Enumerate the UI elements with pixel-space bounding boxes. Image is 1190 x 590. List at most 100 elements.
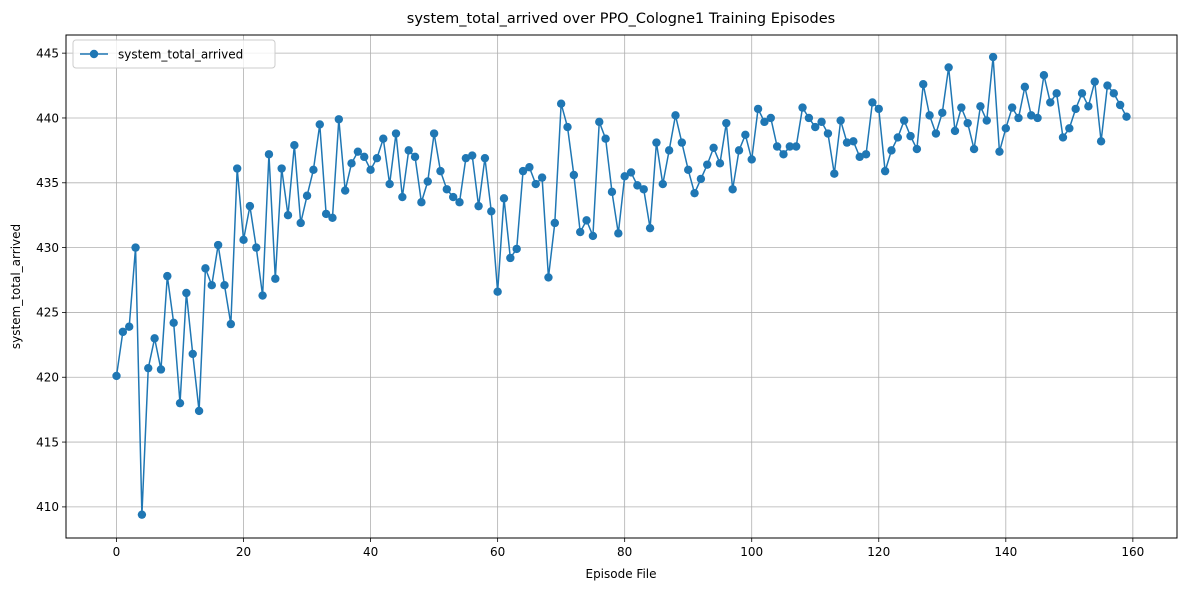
data-point bbox=[817, 117, 826, 127]
x-axis-label: Episode File bbox=[585, 567, 656, 581]
data-point bbox=[550, 218, 559, 228]
data-point bbox=[1058, 133, 1068, 142]
data-point bbox=[207, 281, 216, 290]
data-point bbox=[1007, 103, 1017, 112]
data-point bbox=[690, 188, 699, 198]
data-point bbox=[175, 398, 185, 408]
data-point bbox=[512, 244, 521, 254]
data-point bbox=[328, 213, 337, 222]
data-point bbox=[404, 146, 413, 155]
data-point bbox=[969, 144, 979, 154]
data-point bbox=[423, 177, 432, 186]
data-point bbox=[804, 113, 814, 123]
data-point bbox=[372, 153, 382, 163]
data-point bbox=[874, 104, 883, 114]
data-point bbox=[163, 271, 172, 281]
data-point bbox=[277, 164, 286, 173]
data-point bbox=[709, 143, 718, 152]
data-point bbox=[302, 191, 312, 200]
data-point bbox=[226, 319, 236, 329]
data-point bbox=[385, 179, 394, 189]
data-point bbox=[728, 185, 737, 194]
data-point bbox=[696, 174, 706, 184]
data-point bbox=[201, 264, 210, 273]
data-point bbox=[938, 108, 947, 117]
data-point bbox=[588, 231, 598, 241]
data-point bbox=[150, 334, 159, 343]
y-axis-ticks: 410 415 420 425 430 435 440 445 bbox=[36, 46, 66, 514]
data-point bbox=[664, 146, 674, 155]
data-point bbox=[474, 201, 483, 211]
data-point bbox=[188, 349, 197, 359]
data-point bbox=[1084, 102, 1093, 111]
data-point bbox=[645, 223, 655, 233]
data-point bbox=[271, 274, 280, 283]
data-point bbox=[633, 181, 642, 190]
data-point bbox=[849, 137, 858, 146]
data-point bbox=[626, 168, 636, 177]
x-tick-label: 0 bbox=[113, 545, 121, 559]
data-point bbox=[1065, 124, 1074, 133]
data-point bbox=[366, 165, 375, 175]
data-point bbox=[811, 122, 820, 132]
data-point bbox=[887, 146, 896, 155]
data-point bbox=[258, 291, 267, 300]
data-point bbox=[766, 113, 775, 123]
data-point bbox=[334, 115, 344, 124]
data-point bbox=[1046, 98, 1055, 107]
data-point bbox=[1033, 113, 1042, 123]
chart-title: system_total_arrived over PPO_Cologne1 T… bbox=[407, 11, 835, 27]
data-point bbox=[836, 116, 845, 125]
data-point bbox=[880, 166, 890, 176]
data-point bbox=[791, 142, 801, 151]
x-tick-label: 160 bbox=[1121, 545, 1144, 559]
data-point bbox=[652, 138, 661, 147]
data-point bbox=[715, 159, 725, 168]
data-point bbox=[537, 173, 547, 182]
y-tick-label: 410 bbox=[36, 500, 59, 514]
data-point bbox=[525, 163, 534, 172]
data-point bbox=[785, 142, 795, 151]
data-point bbox=[601, 134, 610, 143]
data-point bbox=[531, 179, 540, 189]
data-point bbox=[957, 103, 966, 112]
data-point bbox=[213, 240, 223, 250]
data-point bbox=[544, 273, 553, 282]
data-point bbox=[906, 131, 915, 141]
data-point bbox=[410, 152, 420, 162]
y-tick-label: 445 bbox=[36, 46, 59, 60]
grid-lines bbox=[66, 35, 1177, 538]
data-point bbox=[118, 327, 128, 337]
data-point bbox=[137, 510, 147, 519]
legend-box bbox=[72, 39, 276, 69]
data-point bbox=[455, 198, 464, 207]
data-point bbox=[480, 153, 490, 163]
data-point bbox=[347, 159, 356, 168]
data-point bbox=[995, 147, 1004, 156]
data-point bbox=[264, 150, 274, 159]
data-point bbox=[309, 165, 318, 175]
data-point bbox=[830, 169, 839, 178]
data-point bbox=[360, 152, 369, 162]
data-point bbox=[468, 151, 477, 160]
data-point bbox=[156, 365, 166, 374]
data-point bbox=[556, 99, 566, 108]
data-point bbox=[144, 363, 153, 373]
data-point bbox=[722, 118, 731, 128]
data-point bbox=[232, 164, 242, 173]
legend-marker-swatch bbox=[89, 49, 99, 59]
data-point bbox=[658, 179, 667, 189]
data-point bbox=[950, 126, 960, 136]
data-point bbox=[931, 129, 941, 138]
data-point bbox=[963, 118, 972, 128]
series-group bbox=[112, 52, 1131, 519]
data-point bbox=[671, 111, 680, 120]
data-point bbox=[684, 165, 693, 175]
y-tick-label: 435 bbox=[36, 176, 59, 190]
y-tick-label: 430 bbox=[36, 241, 59, 255]
x-tick-label: 80 bbox=[617, 545, 632, 559]
data-point bbox=[893, 133, 903, 142]
x-tick-label: 20 bbox=[236, 545, 251, 559]
data-point bbox=[131, 243, 140, 252]
